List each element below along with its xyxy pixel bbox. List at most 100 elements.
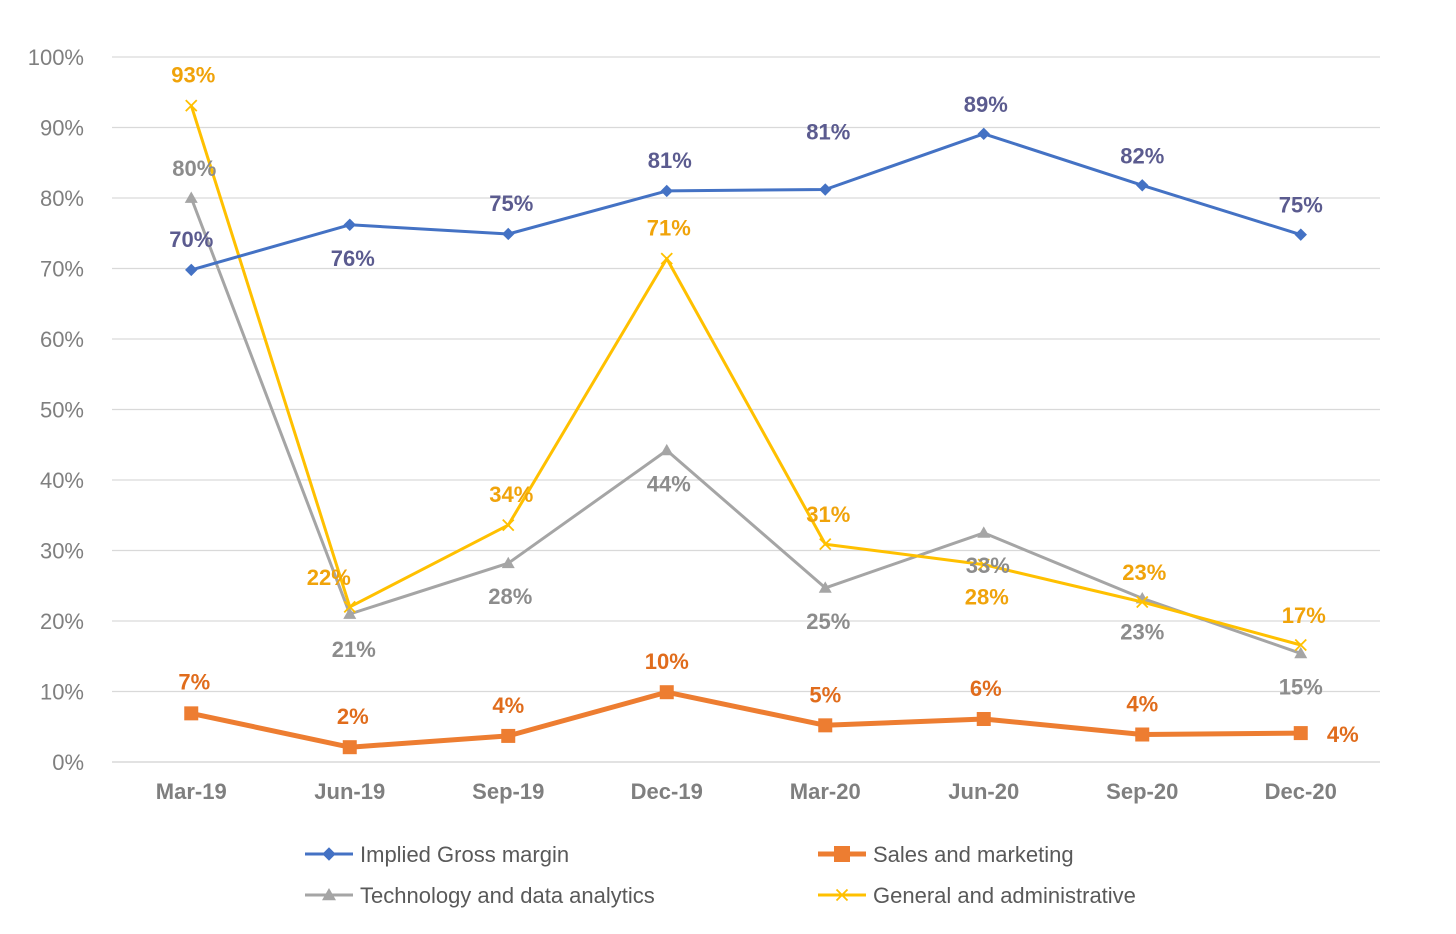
diamond-marker xyxy=(660,184,673,198)
square-marker xyxy=(1135,727,1150,742)
triangle-marker xyxy=(977,526,991,538)
triangle-marker xyxy=(184,191,198,203)
data-label: 31% xyxy=(806,502,850,527)
data-label: 81% xyxy=(648,148,692,173)
data-labels-layer: 70% 76% 75% 81% 81% 89% 82% 75% 80% 21% 28% 44% 25% 3… xyxy=(169,63,1358,747)
data-label: 4% xyxy=(1126,692,1158,717)
data-label: 28% xyxy=(488,584,532,609)
data-label: 33% xyxy=(966,553,1010,578)
data-label: 15% xyxy=(1279,674,1323,699)
series-line xyxy=(190,689,1301,750)
y-tick-label: 50% xyxy=(40,398,84,423)
series-layer xyxy=(184,99,1308,755)
x-marker xyxy=(1136,595,1149,609)
square-marker xyxy=(659,685,674,700)
data-label: 10% xyxy=(645,649,689,674)
legend-entry: Sales and marketing xyxy=(818,842,1074,867)
triangle-marker xyxy=(1294,646,1308,659)
square-marker xyxy=(501,728,516,743)
data-label: 76% xyxy=(331,246,375,271)
square-marker xyxy=(834,846,850,862)
data-label: 6% xyxy=(970,676,1002,701)
x-tick-label: Jun-19 xyxy=(314,779,385,804)
x-marker xyxy=(502,518,515,532)
y-tick-label: 40% xyxy=(40,468,84,493)
series-line xyxy=(189,197,1302,655)
diamond-marker xyxy=(1294,228,1307,241)
data-label: 5% xyxy=(809,682,841,707)
data-label: 81% xyxy=(806,120,850,145)
data-label: 80% xyxy=(172,156,216,181)
x-tick-label: Mar-20 xyxy=(790,779,861,804)
series-line xyxy=(189,105,1302,647)
data-label: 28% xyxy=(965,585,1009,610)
legend: Implied Gross margin Sales and marketing T… xyxy=(305,842,1136,908)
y-tick-label: 20% xyxy=(40,609,84,634)
series-3 xyxy=(185,99,1307,652)
diamond-marker xyxy=(502,227,515,241)
gridlines xyxy=(112,56,1380,693)
legend-label: Implied Gross margin xyxy=(360,842,569,867)
x-marker xyxy=(1294,638,1307,652)
triangle-marker xyxy=(818,581,832,593)
data-label: 82% xyxy=(1120,143,1164,168)
square-marker xyxy=(976,711,991,726)
series-2 xyxy=(184,191,1308,659)
x-marker xyxy=(835,888,849,902)
triangle-marker xyxy=(322,888,336,901)
data-label: 4% xyxy=(1327,722,1359,747)
legend-entry: General and administrative xyxy=(818,883,1136,908)
legend-label: Technology and data analytics xyxy=(360,883,655,908)
data-label: 25% xyxy=(806,609,850,634)
triangle-marker xyxy=(343,607,357,619)
square-marker xyxy=(342,740,357,755)
data-label: 23% xyxy=(1120,619,1164,644)
data-label: 93% xyxy=(171,63,215,88)
data-label: 71% xyxy=(647,216,691,241)
x-tick-label: Dec-20 xyxy=(1265,779,1337,804)
legend-entry: Technology and data analytics xyxy=(305,883,655,908)
legend-label: General and administrative xyxy=(873,883,1136,908)
series-0 xyxy=(185,127,1307,277)
x-marker xyxy=(660,252,673,265)
diamond-marker xyxy=(819,183,832,196)
legend-label: Sales and marketing xyxy=(873,842,1074,867)
diamond-marker xyxy=(322,847,336,861)
data-label: 23% xyxy=(1122,560,1166,585)
x-tick-label: Jun-20 xyxy=(948,779,1019,804)
y-tick-label: 90% xyxy=(40,116,84,141)
data-label: 44% xyxy=(647,471,691,496)
y-tick-label: 100% xyxy=(28,45,84,70)
legend-entry: Implied Gross margin xyxy=(305,842,569,867)
data-label: 17% xyxy=(1282,603,1326,628)
diamond-marker xyxy=(343,218,356,231)
data-label: 4% xyxy=(492,693,524,718)
square-marker xyxy=(1293,726,1308,741)
triangle-marker xyxy=(660,443,674,456)
x-marker xyxy=(185,99,198,112)
x-axis: Mar-19 Jun-19 Sep-19 Dec-19 Mar-20 Jun-20 Sep-… xyxy=(112,761,1380,804)
diamond-marker xyxy=(977,127,990,141)
data-label: 21% xyxy=(332,637,376,662)
x-marker xyxy=(343,600,356,614)
square-marker xyxy=(818,718,833,733)
y-axis: 0% 10% 20% 30% 40% 50% 60% 70% 80% 90% 100% xyxy=(28,45,84,775)
y-tick-label: 30% xyxy=(40,539,84,564)
square-marker xyxy=(184,706,199,721)
data-label: 34% xyxy=(489,482,533,507)
y-tick-label: 10% xyxy=(40,680,84,705)
data-label: 75% xyxy=(1279,193,1323,218)
x-tick-label: Mar-19 xyxy=(156,779,227,804)
data-label: 89% xyxy=(964,92,1008,117)
series-line xyxy=(190,132,1302,272)
diamond-marker xyxy=(1136,179,1149,192)
data-label: 2% xyxy=(337,704,369,729)
x-tick-label: Sep-19 xyxy=(472,779,544,804)
y-tick-label: 60% xyxy=(40,327,84,352)
triangle-marker xyxy=(501,556,515,569)
data-label: 7% xyxy=(178,669,210,694)
diamond-marker xyxy=(185,263,198,277)
y-tick-label: 0% xyxy=(52,750,84,775)
x-tick-label: Sep-20 xyxy=(1106,779,1178,804)
